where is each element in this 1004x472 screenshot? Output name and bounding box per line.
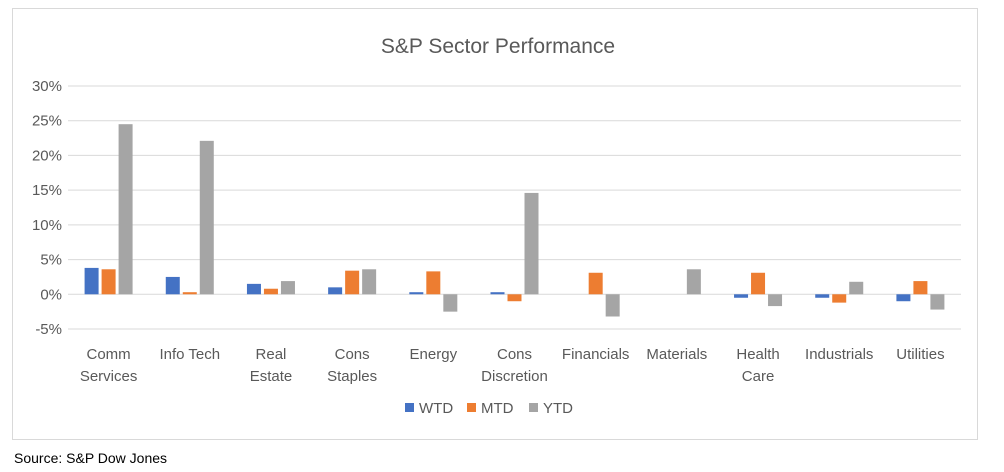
- legend-swatch-wtd: [405, 403, 414, 412]
- x-category-label-line: Utilities: [896, 346, 944, 363]
- legend-label-mtd: MTD: [481, 400, 514, 417]
- legend-swatch-mtd: [467, 403, 476, 412]
- x-category-label: Utilities: [896, 346, 944, 363]
- legend: WTD MTD YTD: [405, 400, 573, 417]
- x-category-label: Cons Discretion: [481, 346, 548, 385]
- x-category-label-line: Financials: [562, 346, 630, 363]
- bar-mtd: [345, 270, 360, 295]
- x-category-label-line: Comm: [87, 346, 131, 363]
- gridlines: [68, 85, 961, 330]
- bar-ytd: [199, 140, 214, 295]
- x-category-label-line: Real: [256, 346, 287, 363]
- bar-ytd: [118, 124, 133, 295]
- x-category-label: Financials: [562, 346, 630, 363]
- x-category-label: Health Care: [736, 346, 779, 385]
- chart-area: S&P Sector Performance -5% 0% 5% 10% 15% 20% 2…: [12, 8, 978, 440]
- bar-ytd: [930, 294, 945, 310]
- x-category-label: Cons Staples: [327, 346, 377, 385]
- x-category-label: Industrials: [805, 346, 873, 363]
- bar-ytd: [362, 269, 377, 295]
- x-axis-category-labels: Comm Services Info Tech Real Estate Cons Stapl…: [80, 346, 945, 385]
- x-category-label-line: Industrials: [805, 346, 873, 363]
- bar-mtd: [101, 269, 116, 295]
- bar-ytd: [524, 192, 539, 295]
- x-category-label: Real Estate: [250, 346, 293, 385]
- x-category-label: Energy: [410, 346, 458, 363]
- bar-wtd: [896, 294, 911, 302]
- bar-wtd: [815, 294, 830, 298]
- x-category-label-line: Cons: [497, 346, 532, 363]
- y-tick-label: 30%: [32, 78, 62, 95]
- bar-ytd: [443, 294, 458, 312]
- y-tick-label: 10%: [32, 217, 62, 234]
- y-axis-tick-labels: -5% 0% 5% 10% 15% 20% 25% 30%: [32, 78, 62, 338]
- y-tick-label: 15%: [32, 182, 62, 199]
- y-tick-label: 20%: [32, 147, 62, 164]
- bar-wtd: [734, 294, 749, 298]
- bar-mtd: [913, 281, 928, 295]
- source-note: Source: S&P Dow Jones: [14, 450, 168, 466]
- bars: [84, 124, 945, 317]
- x-category-label-line: Discretion: [481, 368, 548, 385]
- bar-mtd: [182, 292, 197, 295]
- legend-swatch-ytd: [529, 403, 538, 412]
- bar-wtd: [328, 287, 343, 295]
- bar-ytd: [280, 281, 295, 295]
- x-category-label-line: Cons: [335, 346, 370, 363]
- x-category-label-line: Info Tech: [159, 346, 220, 363]
- x-category-label-line: Energy: [410, 346, 458, 363]
- bar-mtd: [751, 272, 766, 295]
- bar-mtd: [588, 272, 603, 295]
- bar-mtd: [507, 294, 522, 302]
- y-tick-label: 0%: [40, 286, 62, 303]
- bar-wtd: [490, 292, 505, 295]
- bar-ytd: [768, 294, 783, 307]
- x-category-label-line: Services: [80, 368, 138, 385]
- x-category-label-line: Estate: [250, 368, 293, 385]
- bar-wtd: [84, 267, 99, 295]
- bar-mtd: [832, 294, 847, 303]
- bar-mtd: [263, 288, 278, 295]
- bar-chart: S&P Sector Performance -5% 0% 5% 10% 15% 20% 2…: [32, 35, 961, 417]
- bar-wtd: [165, 276, 180, 295]
- x-category-label: Comm Services: [80, 346, 138, 385]
- bar-ytd: [849, 281, 864, 295]
- x-category-label: Materials: [646, 346, 707, 363]
- bar-ytd: [605, 294, 620, 317]
- x-category-label-line: Materials: [646, 346, 707, 363]
- chart-title: S&P Sector Performance: [381, 35, 615, 58]
- x-category-label-line: Care: [742, 368, 775, 385]
- legend-label-wtd: WTD: [419, 400, 453, 417]
- x-category-label: Info Tech: [159, 346, 220, 363]
- bar-mtd: [426, 271, 441, 295]
- legend-label-ytd: YTD: [543, 400, 573, 417]
- y-tick-label: 25%: [32, 113, 62, 130]
- bar-ytd: [686, 269, 701, 295]
- y-tick-label: 5%: [40, 252, 62, 269]
- x-category-label-line: Health: [736, 346, 779, 363]
- y-tick-label: -5%: [35, 321, 62, 338]
- bar-wtd: [246, 283, 261, 295]
- x-category-label-line: Staples: [327, 368, 377, 385]
- bar-wtd: [409, 292, 424, 295]
